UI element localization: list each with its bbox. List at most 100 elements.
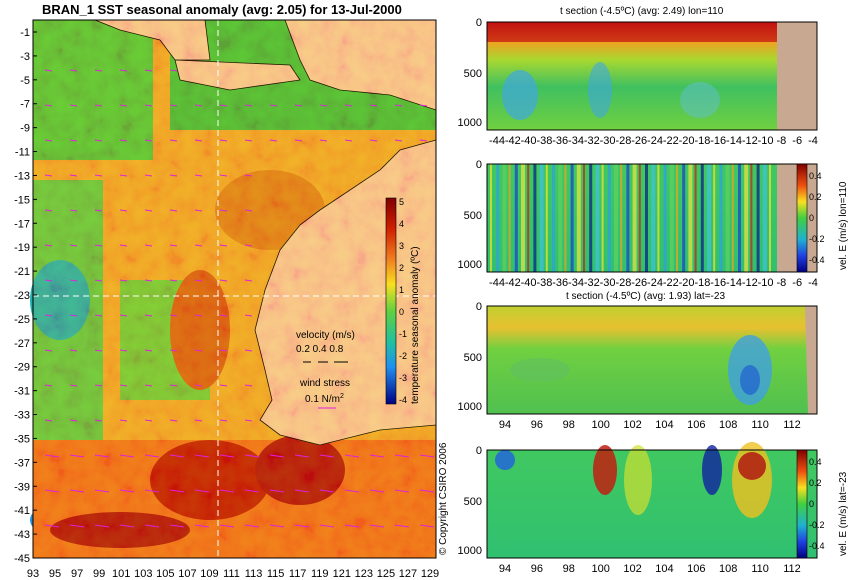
vel-lat-colorbar: [796, 449, 808, 559]
vector-arrow: [244, 384, 253, 387]
vector-arrow: [219, 279, 228, 282]
vel-stripe: [589, 164, 593, 272]
panel-x-tick: -26: [631, 277, 647, 289]
vector-arrow: [219, 384, 228, 387]
panel-x-tick: -44: [489, 135, 505, 147]
panel-x-tick: -44: [489, 277, 505, 289]
panel-x-tick: -6: [792, 277, 802, 289]
vector-arrow: [69, 384, 78, 387]
vector-arrow: [119, 349, 128, 352]
vel-colorbar-label: vel. E (m/s) lat=-23: [838, 471, 849, 556]
panel-y-tick: 500: [464, 352, 482, 364]
panel-x-tick: 106: [687, 563, 705, 575]
vel-stripe: [564, 164, 567, 272]
vel-section-lon-panel: [486, 163, 818, 273]
vel-stripe: [676, 164, 678, 272]
lon-tick-label: 117: [289, 568, 307, 580]
panel-x-tick: 102: [623, 563, 641, 575]
vel-colorbar-tick: 0.4: [809, 457, 822, 467]
vector-arrow: [244, 524, 260, 528]
vector-arrow: [219, 314, 228, 317]
vector-arrow: [219, 489, 235, 493]
lat-tick-label: -37: [14, 457, 30, 469]
panel-x-tick: 104: [655, 419, 673, 431]
vector-arrow: [394, 104, 403, 107]
vel-stripe: [545, 164, 548, 272]
sst-colorbar: 5 4 3 2 1 0 -1 -2 -3 -4 temperature seasonal anom…: [385, 197, 421, 405]
vel-stripe: [657, 164, 660, 272]
vector-arrow: [119, 489, 135, 493]
vector-arrow: [69, 454, 85, 458]
vector-arrow: [144, 384, 153, 387]
vector-arrow: [419, 524, 435, 528]
vector-arrow: [244, 174, 253, 177]
lon-tick-label: 115: [267, 568, 285, 580]
lat-tick-label: -33: [14, 410, 30, 422]
vector-arrow: [119, 524, 135, 528]
panel-x-tick: -34: [568, 277, 584, 289]
vector-arrow: [44, 489, 60, 493]
sst-colorbar-tick: -2: [399, 351, 407, 361]
vector-arrow: [44, 314, 53, 317]
vector-arrow: [244, 244, 253, 247]
vector-arrow: [169, 349, 178, 352]
panel-x-tick: -38: [536, 277, 552, 289]
lon-tick-label: 123: [355, 568, 373, 580]
vector-arrow: [119, 314, 128, 317]
vel-section-lat-panel: [486, 442, 818, 559]
vel-stripe: [614, 164, 618, 272]
panel-x-tick: -22: [663, 277, 679, 289]
vel-stripe: [682, 164, 686, 272]
vector-arrow: [219, 174, 228, 177]
lon-tick-label: 109: [200, 568, 218, 580]
lon-tick-label: 107: [178, 568, 196, 580]
vector-arrow: [369, 524, 385, 528]
lat-tick-label: -15: [14, 194, 30, 206]
vector-arrow: [94, 489, 110, 493]
lon-tick-label: 113: [245, 568, 263, 580]
vel-stripe: [725, 164, 730, 272]
vector-arrow: [144, 139, 153, 142]
panel-x-tick: -30: [600, 277, 616, 289]
panel-y-tick: 0: [476, 445, 482, 457]
vel-colorbar-label: vel. E (m/s) lon=110: [838, 181, 849, 270]
lat-tick-label: -29: [14, 362, 30, 374]
panel-x-tick: -16: [710, 135, 726, 147]
panel3-title: t section (-4.5ºC) (avg: 1.93) lat=-23: [566, 291, 725, 302]
vel-stripe: [738, 164, 741, 272]
vector-arrow: [344, 104, 353, 107]
vector-arrow: [194, 524, 210, 528]
vel-stripe: [558, 164, 563, 272]
vector-arrow: [69, 349, 78, 352]
vector-arrow: [144, 314, 153, 317]
wind-stress-label: wind stress: [299, 378, 350, 389]
vector-arrow: [94, 384, 103, 387]
vector-arrow: [169, 104, 178, 107]
vector-arrow: [119, 69, 128, 72]
vector-arrow: [394, 454, 410, 458]
vector-arrow: [119, 174, 128, 177]
vector-arrow: [94, 209, 103, 212]
vector-arrow: [194, 104, 203, 107]
sst-colorbar-tick: 3: [399, 241, 404, 251]
panel-x-tick: 94: [499, 419, 511, 431]
vel-stripe: [762, 164, 767, 272]
vel-stripe: [521, 164, 525, 272]
sst-colorbar-tick: 0: [399, 307, 404, 317]
vector-arrow: [369, 104, 378, 107]
vector-arrow: [44, 349, 53, 352]
panel-x-tick: -30: [600, 135, 616, 147]
vector-arrow: [319, 524, 335, 528]
lon-tick-label: 105: [156, 568, 174, 580]
panel-x-tick: -40: [521, 277, 537, 289]
vector-arrow: [119, 209, 128, 212]
vector-arrow: [94, 314, 103, 317]
vector-arrow: [144, 174, 153, 177]
panel-x-tick: -14: [726, 135, 742, 147]
vector-arrow: [94, 279, 103, 282]
vector-arrow: [169, 244, 178, 247]
vector-arrow: [169, 524, 185, 528]
vector-arrow: [419, 104, 428, 107]
panel-x-tick: -8: [777, 135, 787, 147]
vel-stripe: [502, 164, 507, 272]
